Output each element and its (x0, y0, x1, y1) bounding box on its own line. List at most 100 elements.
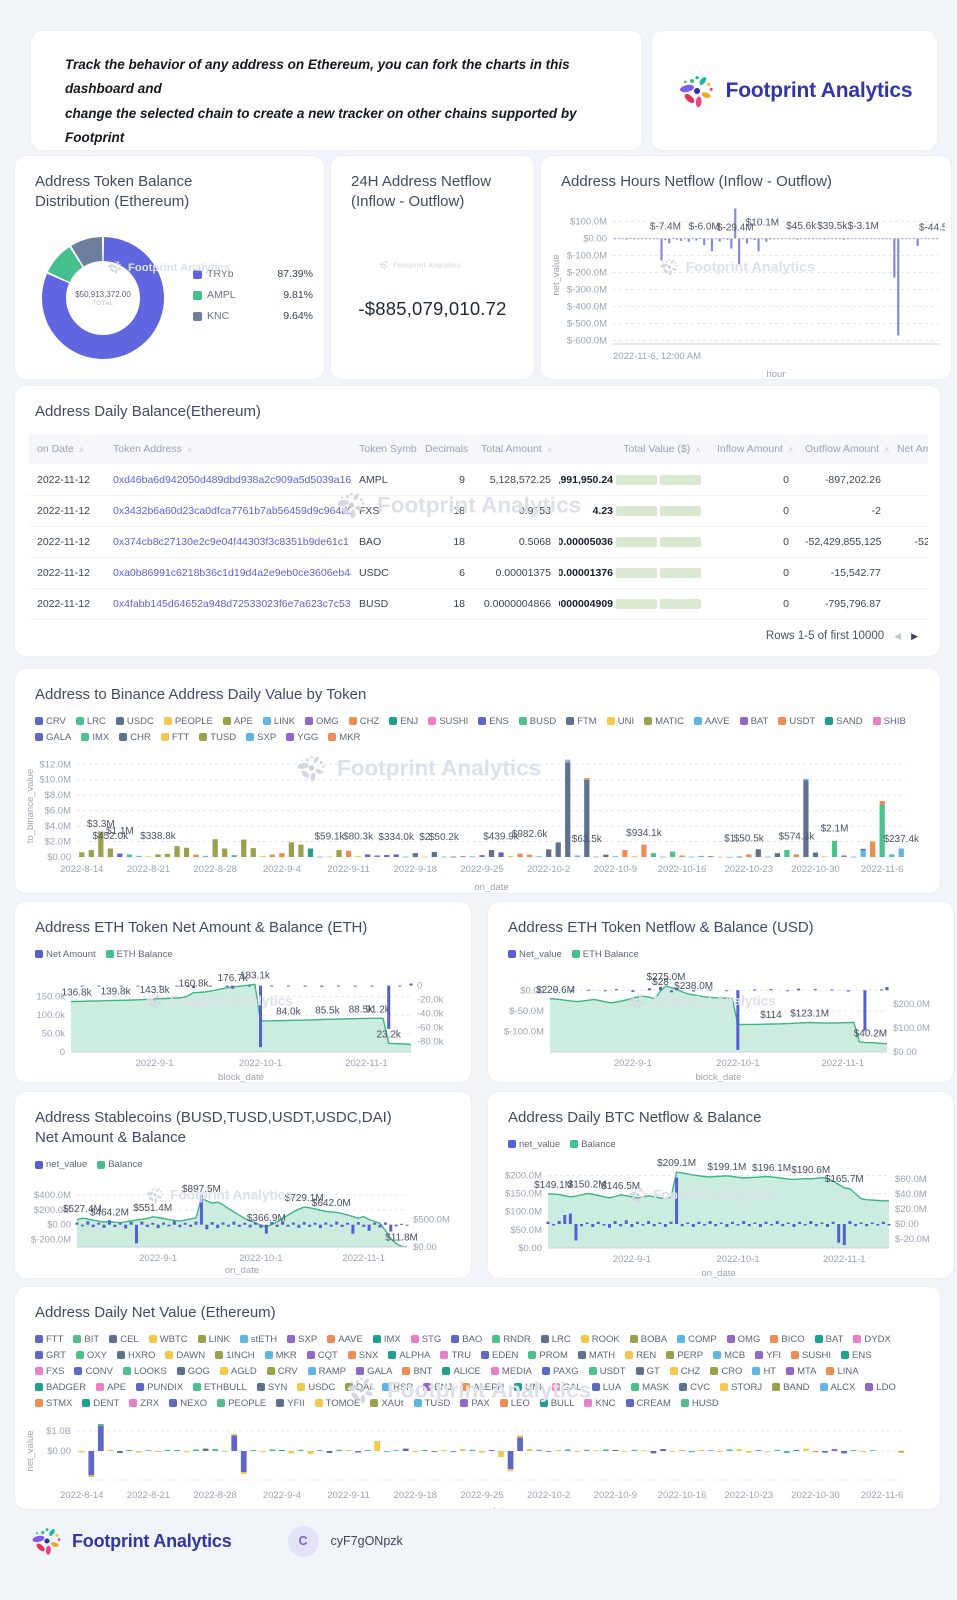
legend-item-AAVE[interactable]: AAVE (693, 716, 730, 727)
column-header-total-value-[interactable]: Total Value ($) ∧ (559, 434, 709, 465)
legend-item-LRC[interactable]: LRC (540, 1334, 571, 1345)
column-header-net-amount[interactable]: Net Amount ∧ (889, 434, 928, 465)
token-address-link[interactable]: 0x374cb8c27130e2c9e04f44303f3c8351b9de61… (105, 526, 351, 558)
legend-item-BNT[interactable]: BNT (402, 1366, 432, 1377)
legend-item-USDC[interactable]: USDC (115, 716, 154, 727)
legend-item-SYN[interactable]: SYN (256, 1382, 287, 1393)
table-row[interactable]: 2022-11-12 0x3432b6a60d23ca0dfca7761b7ab5… (29, 495, 928, 527)
legend-item-IMX[interactable]: IMX (372, 1334, 401, 1345)
legend-item-SHIB[interactable]: SHIB (872, 716, 906, 727)
legend-item-CRV[interactable]: CRV (35, 716, 66, 727)
legend-item-ALPHA[interactable]: ALPHA (388, 1350, 430, 1361)
legend-item-ENS[interactable]: ENS (841, 1350, 872, 1361)
brand-name[interactable]: Footprint Analytics (72, 1530, 232, 1551)
legend-item-BAT[interactable]: BAT (814, 1334, 843, 1345)
legend-item-TOMOE[interactable]: TOMOE (314, 1398, 360, 1409)
legend-item-BIT[interactable]: BIT (73, 1334, 99, 1345)
legend-item-CRV[interactable]: CRV (266, 1366, 298, 1377)
legend-item-USDT[interactable]: USDT (778, 716, 815, 727)
legend-item-WBTC[interactable]: WBTC (148, 1334, 188, 1345)
footprint-logo-icon[interactable] (677, 71, 717, 111)
legend-item-YGG[interactable]: YGG (286, 732, 318, 743)
legend-item-AAVE[interactable]: AAVE (327, 1334, 363, 1345)
column-header-total-amount[interactable]: Total Amount ∧ (473, 434, 559, 465)
legend-item-ETHBULL[interactable]: ETHBULL (193, 1382, 247, 1393)
legend-item-DYDX[interactable]: DYDX (853, 1334, 891, 1345)
legend-item-XAUt[interactable]: XAUt (370, 1398, 404, 1409)
legend-item-APE[interactable]: APE (222, 716, 253, 727)
legend-item-ETH Balance[interactable]: ETH Balance (105, 949, 173, 960)
legend-item-PROM[interactable]: PROM (528, 1350, 568, 1361)
legend-item-MCB[interactable]: MCB (713, 1350, 745, 1361)
legend-item-USDT[interactable]: USDT (588, 1366, 626, 1377)
legend-item-LINK[interactable]: LINK (197, 1334, 230, 1345)
legend-item-LEO[interactable]: LEO (499, 1398, 530, 1409)
daily-net-value-chart[interactable]: $1.0B $0.00 2022-8-14 2022-8-21 2022-8-28 202… (15, 1411, 940, 1509)
legend-item-FTM[interactable]: FTM (566, 716, 597, 727)
avatar[interactable]: C (287, 1525, 319, 1557)
prev-page-icon[interactable]: ◀ (894, 630, 902, 641)
legend-item-ETH Balance[interactable]: ETH Balance (571, 949, 639, 960)
legend-item-MKR[interactable]: MKR (264, 1350, 297, 1361)
legend-item-BAT[interactable]: BAT (739, 716, 768, 727)
legend-item-FTT[interactable]: FTT (35, 1334, 63, 1345)
stablecoins-chart[interactable]: $400.0M $200.0M $0.00 $-200.0M $500.0M $0.00 2… (15, 1173, 471, 1274)
legend-item-DENT[interactable]: DENT (82, 1398, 119, 1409)
legend-item-GRT[interactable]: GRT (35, 1350, 66, 1361)
legend-item-ENJ[interactable]: ENJ (389, 716, 418, 727)
column-header-on-date[interactable]: on Date ∧ (29, 434, 105, 465)
legend-item-OXY[interactable]: OXY (75, 1350, 107, 1361)
legend-item-LUA[interactable]: LUA (591, 1382, 621, 1393)
token-address-link[interactable]: 0x3432b6a60d23ca0dfca7761b7ab56459d9c964… (105, 495, 351, 527)
legend-item-PERP[interactable]: PERP (666, 1350, 703, 1361)
legend-item-MATIC[interactable]: MATIC (644, 716, 684, 727)
legend-item-COMP[interactable]: COMP (677, 1334, 717, 1345)
legend-item-PAX[interactable]: PAX (460, 1398, 490, 1409)
legend-item-CEL[interactable]: CEL (109, 1334, 139, 1345)
legend-item-YFI[interactable]: YFI (755, 1350, 781, 1361)
legend-item-STORJ[interactable]: STORJ (720, 1382, 762, 1393)
legend-item-TUSD[interactable]: TUSD (199, 732, 236, 743)
legend-item-USDC[interactable]: USDC (297, 1382, 335, 1393)
legend-item-RNDR[interactable]: RNDR (492, 1334, 531, 1345)
next-page-icon[interactable]: ▶ (911, 630, 918, 641)
legend-item-GALA[interactable]: GALA (35, 732, 71, 743)
legend-item-LINK[interactable]: LINK (262, 716, 295, 727)
legend-item-HXRO[interactable]: HXRO (116, 1350, 155, 1361)
legend-item-DAWN[interactable]: DAWN (165, 1350, 205, 1361)
legend-item-BADGER[interactable]: BADGER (35, 1382, 86, 1393)
legend-item-PUNDIX[interactable]: PUNDIX (136, 1382, 183, 1393)
legend-item-BULL[interactable]: BULL (539, 1398, 574, 1409)
legend-item-LINA[interactable]: LINA (826, 1366, 859, 1377)
legend-item-CHZ[interactable]: CHZ (348, 716, 379, 727)
column-header-token-symbol[interactable]: Token Symbol ∧ (351, 434, 417, 465)
legend-item-GT[interactable]: GT (635, 1366, 660, 1377)
legend-item-TRYb[interactable]: TRYb 87.39% (193, 268, 313, 280)
legend-item-LOOKS[interactable]: LOOKS (122, 1366, 167, 1377)
legend-item-AGLD[interactable]: AGLD (219, 1366, 257, 1377)
column-header-outflow-amount[interactable]: Outflow Amount ∧ (797, 434, 889, 465)
legend-item-Balance[interactable]: Balance (97, 1160, 143, 1170)
legend-item-ALCX[interactable]: ALCX (819, 1382, 855, 1393)
token-address-link[interactable]: 0xd46ba6d942050d489dbd938a2c909a5d5039a1… (105, 464, 351, 496)
legend-item-LDO[interactable]: LDO (865, 1382, 896, 1393)
legend-item-TRU[interactable]: TRU (440, 1350, 471, 1361)
legend-item-UNI[interactable]: UNI (606, 716, 634, 727)
legend-item-SXP[interactable]: SXP (246, 732, 276, 743)
brand-name[interactable]: Footprint Analytics (725, 78, 913, 102)
legend-item-HUSD[interactable]: HUSD (680, 1398, 719, 1409)
legend-item-MASK[interactable]: MASK (631, 1382, 669, 1393)
legend-item-GOG[interactable]: GOG (176, 1366, 210, 1377)
btc-netflow-chart[interactable]: $200.0M $150.0M $100.0M $50.0M $0.00 $60.0M $4… (488, 1152, 953, 1278)
legend-item-SUSHI[interactable]: SUSHI (790, 1350, 831, 1361)
legend-item-LRC[interactable]: LRC (75, 716, 106, 727)
legend-item-GALA[interactable]: GALA (356, 1366, 392, 1377)
hours-netflow-chart[interactable]: $100.0M $0.00 $-100.0M $-200.0M $-300.0M $-40… (541, 192, 951, 379)
legend-item-stETH[interactable]: stETH (239, 1334, 277, 1345)
footprint-logo-icon[interactable] (30, 1524, 64, 1558)
table-row[interactable]: 2022-11-12 0x4fabb145d64652a948d72533023f… (29, 588, 928, 620)
legend-item-KNC[interactable]: KNC (584, 1398, 616, 1409)
legend-item-ENS[interactable]: ENS (478, 716, 509, 727)
legend-item-CONV[interactable]: CONV (74, 1366, 113, 1377)
legend-item-IMX[interactable]: IMX (81, 732, 109, 743)
